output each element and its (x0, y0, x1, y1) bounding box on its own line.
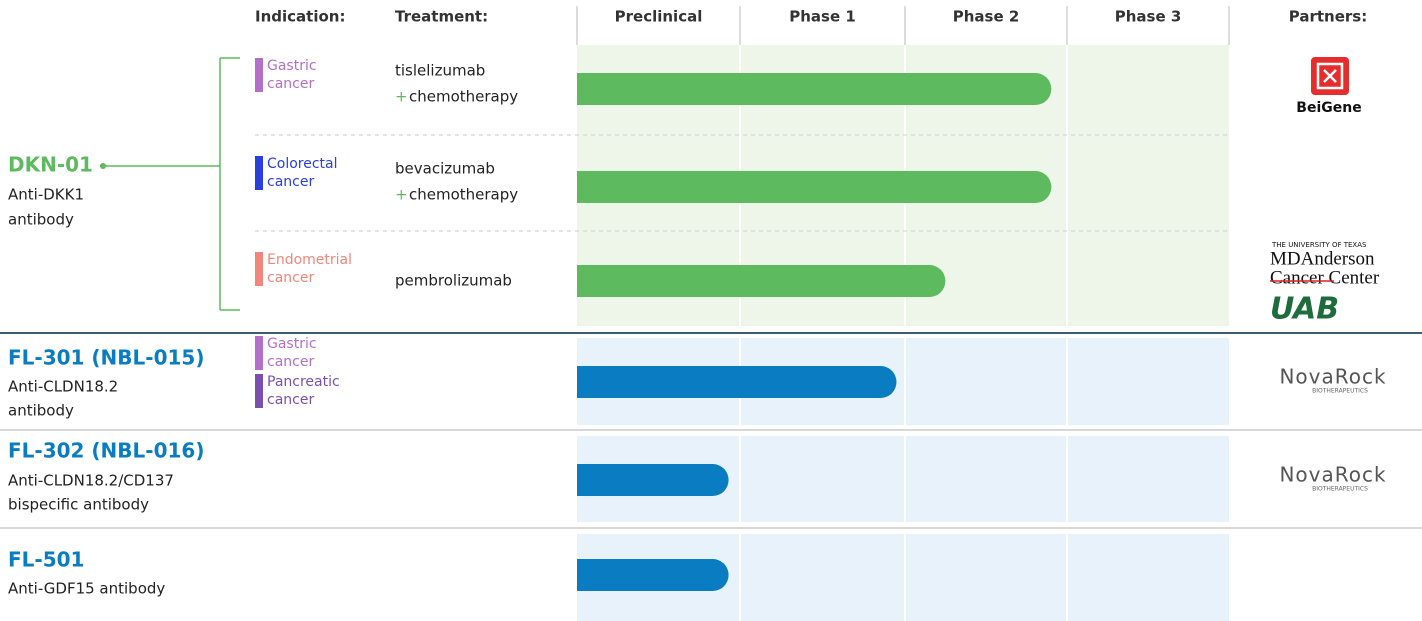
partners-header: Partners: (1289, 8, 1367, 26)
indication-label: cancer (267, 392, 314, 408)
stage-header: Preclinical (615, 8, 703, 26)
combo-sign: + (395, 88, 408, 106)
indication-marker (255, 336, 263, 370)
indication-label: Endometrial (267, 252, 352, 268)
program-description: antibody (8, 211, 74, 229)
stage-header: Phase 1 (789, 8, 856, 26)
mda-name: MDAnderson (1270, 248, 1375, 269)
treatment: pembrolizumab (395, 272, 512, 290)
novarock-logo: NovaRock (1279, 463, 1386, 487)
treatment: chemotherapy (409, 186, 518, 204)
bracket-dot (100, 163, 106, 169)
beigene-icon-mark (1316, 62, 1344, 90)
progress-bar (577, 265, 946, 297)
indication-label: Pancreatic (267, 374, 340, 390)
beigene-logo: BeiGene (1296, 100, 1361, 116)
indication-label: Gastric (267, 58, 317, 74)
novarock-sub: BIOTHERAPEUTICS (1312, 486, 1368, 493)
indication-marker (255, 58, 263, 92)
novarock-logo: NovaRock (1279, 365, 1386, 389)
indication-marker (255, 156, 263, 190)
progress-bar (577, 464, 729, 496)
combo-sign: + (395, 186, 408, 204)
treatment: tislelizumab (395, 62, 485, 80)
stage-header: Phase 3 (1115, 8, 1182, 26)
indication-label: Colorectal (267, 156, 338, 172)
program-name: FL-301 (NBL-015) (8, 346, 204, 370)
program-name: DKN-01 (8, 153, 93, 177)
treatment: chemotherapy (409, 88, 518, 106)
progress-bar (577, 171, 1052, 203)
progress-bar (577, 366, 897, 398)
program-description: Anti-DKK1 (8, 186, 84, 204)
program-description: bispecific antibody (8, 496, 149, 514)
indication-label: Gastric (267, 336, 317, 352)
indication-marker (255, 252, 263, 286)
indication-header: Indication: (255, 8, 345, 26)
stage-header: Phase 2 (953, 8, 1020, 26)
mda-top: THE UNIVERSITY OF TEXAS (1271, 241, 1367, 249)
indication-label: cancer (267, 354, 314, 370)
mda-sub: Cancer Center (1270, 267, 1380, 288)
indication-marker (255, 374, 263, 408)
indication-label: cancer (267, 270, 314, 286)
progress-bar (577, 559, 729, 591)
uab-logo: UAB (1270, 292, 1339, 327)
program-description: Anti-CLDN18.2 (8, 378, 118, 396)
program-description: Anti-CLDN18.2/CD137 (8, 472, 174, 490)
treatment-header: Treatment: (395, 8, 488, 26)
program-description: antibody (8, 402, 74, 420)
progress-bar (577, 73, 1052, 105)
bracket (103, 57, 240, 311)
program-description: Anti-GDF15 antibody (8, 580, 165, 598)
program-name: FL-501 (8, 548, 84, 572)
treatment: bevacizumab (395, 160, 495, 178)
indication-label: cancer (267, 174, 314, 190)
program-name: FL-302 (NBL-016) (8, 439, 204, 463)
indication-label: cancer (267, 76, 314, 92)
novarock-sub: BIOTHERAPEUTICS (1312, 388, 1368, 395)
